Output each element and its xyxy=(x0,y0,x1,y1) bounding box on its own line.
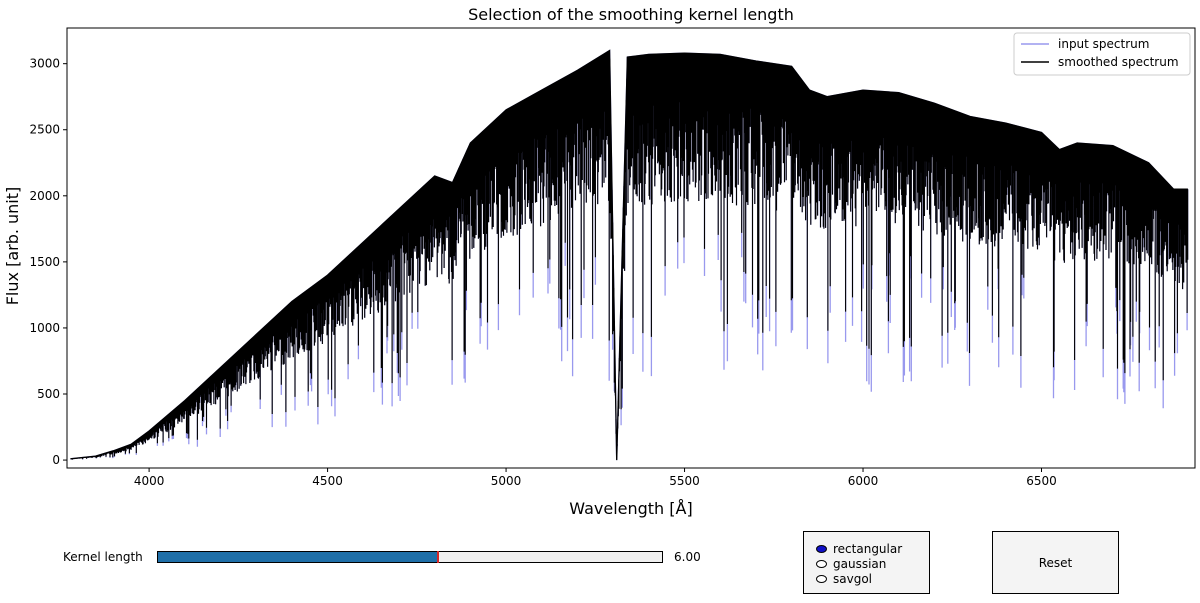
y-axis-label: Flux [arb. unit] xyxy=(3,187,22,306)
kernel-type-radio-group: rectangular gaussian savgol xyxy=(803,531,930,594)
chart-title: Selection of the smoothing kernel length xyxy=(468,5,794,24)
legend-label-input: input spectrum xyxy=(1058,37,1149,51)
x-axis-label: Wavelength [Å] xyxy=(569,499,692,518)
x-tick-label: 6500 xyxy=(1026,474,1057,488)
kernel-length-slider[interactable] xyxy=(157,551,663,563)
radio-circle-rectangular[interactable] xyxy=(816,544,827,553)
radio-circle-savgol[interactable] xyxy=(816,574,827,583)
radio-label-gaussian: gaussian xyxy=(833,556,887,571)
y-tick-label: 2000 xyxy=(29,189,60,203)
radio-circle-gaussian[interactable] xyxy=(816,559,827,568)
series-smoothed-envelope xyxy=(70,49,1188,461)
kernel-length-slider-fill xyxy=(158,552,438,562)
radio-label-rectangular: rectangular xyxy=(833,541,903,556)
y-tick-label: 2500 xyxy=(29,123,60,137)
plot-frame xyxy=(66,27,1196,469)
series-smoothed-spectrum xyxy=(70,50,1189,460)
x-tick-label: 5500 xyxy=(669,474,700,488)
x-tick-label: 4500 xyxy=(312,474,343,488)
kernel-length-slider-handle[interactable] xyxy=(436,551,439,563)
legend: input spectrum smoothed spectrum xyxy=(1013,32,1191,76)
y-tick-label: 1500 xyxy=(29,255,60,269)
y-tick-label: 3000 xyxy=(29,57,60,71)
reset-button[interactable]: Reset xyxy=(992,531,1119,594)
kernel-length-label: Kernel length xyxy=(63,550,143,564)
radio-option-gaussian[interactable]: gaussian xyxy=(816,556,886,571)
x-tick-label: 4000 xyxy=(134,474,165,488)
y-tick-label: 500 xyxy=(37,387,60,401)
legend-label-smoothed: smoothed spectrum xyxy=(1058,55,1179,69)
radio-label-savgol: savgol xyxy=(833,571,872,586)
y-tick-label: 1000 xyxy=(29,321,60,335)
x-tick-label: 5000 xyxy=(491,474,522,488)
radio-option-savgol[interactable]: savgol xyxy=(816,571,872,586)
x-tick-label: 6000 xyxy=(848,474,879,488)
kernel-length-value: 6.00 xyxy=(674,550,701,564)
radio-option-rectangular[interactable]: rectangular xyxy=(816,541,902,556)
y-tick-label: 0 xyxy=(52,453,60,467)
